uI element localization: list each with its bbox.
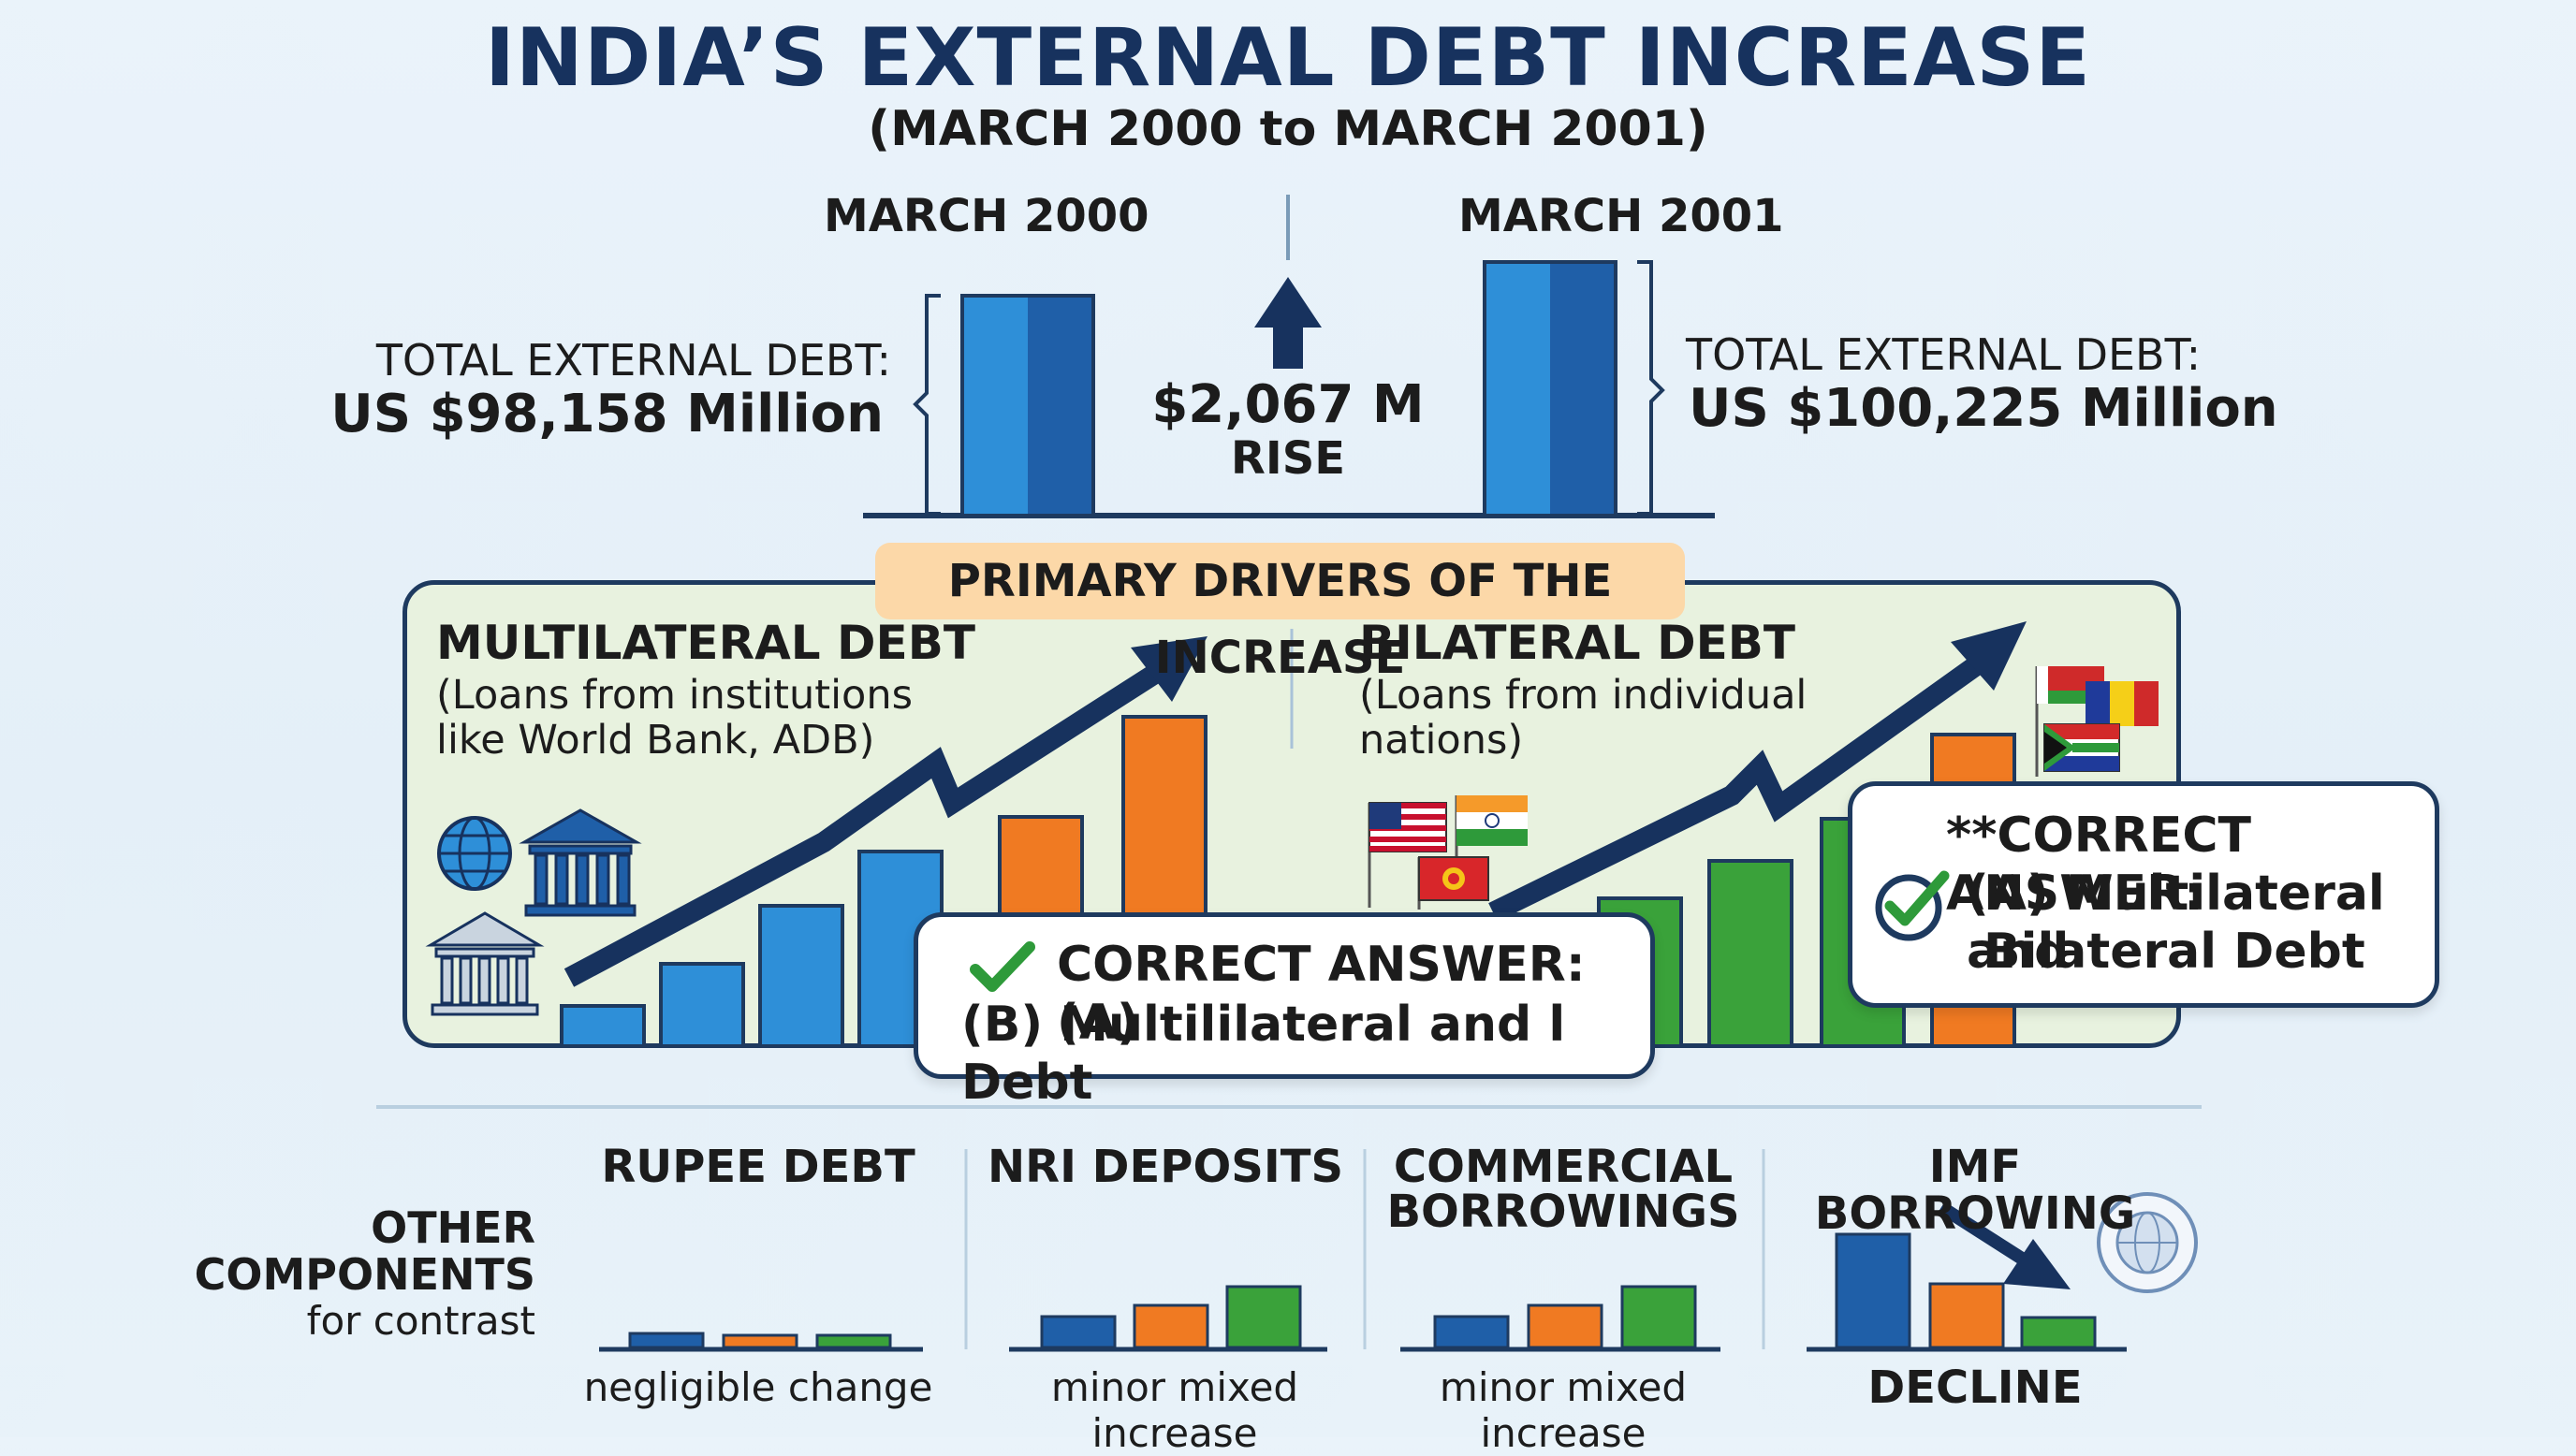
commercial-borrowings-heading-line1: COMMERCIAL [1393, 1141, 1734, 1193]
imf-bar [2020, 1316, 2097, 1349]
multilateral-bar [758, 904, 844, 1048]
commercial-borrowings-bars [1400, 1285, 1720, 1352]
drivers-banner: PRIMARY DRIVERS OF THE INCREASE [875, 543, 1685, 684]
rupee-bar [628, 1332, 705, 1349]
rupee-debt-heading: RUPEE DEBT [601, 1141, 915, 1193]
answer-card-left-line2: (B) Multililateral and l Debt [961, 997, 1566, 1111]
answer-card-right-line1: **CORRECT ANSWER: [1946, 808, 2251, 922]
rise-label: RISE [1230, 432, 1346, 485]
bank-building-icon [519, 808, 642, 917]
bilateral-heading: BILATERAL DEBT [1359, 616, 1795, 670]
right-total-value: US $100,225 Million [1689, 378, 2278, 439]
romania-flag-icon [2086, 681, 2159, 726]
answer-card-right: **CORRECT ANSWER: (A) Multilateral and B… [1848, 781, 2439, 1008]
bar-march-2001 [1483, 260, 1617, 517]
bank-building-icon [425, 911, 545, 1016]
bilateral-desc-line1: (Loans from individual [1359, 672, 1808, 719]
decline-arrow-icon [1938, 1201, 2071, 1289]
multilateral-desc-line2: like World Bank, ADB) [436, 717, 875, 764]
rupee-debt-bars [599, 1332, 923, 1352]
nri-deposits-bars [1009, 1285, 1327, 1352]
nri-deposits-caption: minor mixed increase [1050, 1364, 1299, 1456]
rise-amount: $2,067 M [1151, 374, 1425, 435]
nri-bar [1133, 1303, 1209, 1349]
multilateral-desc-line1: (Loans from institutions [436, 672, 913, 719]
usa-flag-icon [1368, 802, 1447, 908]
answer-card-right-line3: Bilateral Debt [1983, 924, 2365, 980]
bilateral-bar [1707, 859, 1793, 1048]
rupee-bar [722, 1333, 798, 1349]
other-label-line3: for contrast [306, 1298, 535, 1344]
trend-arrow-icon [564, 636, 1208, 987]
commercial-bar [1433, 1315, 1510, 1349]
commercial-bar [1527, 1303, 1603, 1349]
bar-march-2000 [960, 294, 1095, 517]
imf-borrowing-bars [1807, 1232, 2127, 1352]
right-total-label: TOTAL EXTERNAL DEBT: [1686, 329, 2202, 380]
multilateral-bar [659, 962, 745, 1048]
globe-icon [437, 816, 512, 891]
heading-march-2000: MARCH 2000 [824, 190, 1149, 242]
nri-bar [1040, 1315, 1117, 1349]
multilateral-heading: MULTILATERAL DEBT [436, 616, 975, 670]
answer-card-left: CORRECT ANSWER: (A) (B) Multililateral a… [914, 912, 1655, 1111]
check-icon [970, 941, 1035, 992]
south-africa-flag-icon [2043, 723, 2120, 772]
rupee-debt-caption: negligible change [583, 1364, 933, 1410]
nri-deposits-heading: NRI DEPOSITS [987, 1141, 1344, 1193]
nri-bar [1225, 1285, 1302, 1349]
rupee-bar [815, 1333, 892, 1349]
other-label-line2: COMPONENTS [194, 1249, 535, 1300]
right-brace [1637, 260, 1665, 516]
commercial-bar [1620, 1285, 1697, 1349]
imf-bar [1928, 1282, 2005, 1349]
answer-card-left-line1: CORRECT ANSWER: (A) [1057, 937, 1586, 1051]
trend-arrow-icon [1488, 621, 2027, 922]
imf-borrowing-heading: IMF BORROWING [1814, 1141, 2136, 1240]
commercial-borrowings-heading-line2: BORROWINGS [1386, 1186, 1740, 1238]
multilateral-bar [560, 1004, 646, 1048]
kyrgyzstan-flag-icon [1417, 856, 1489, 910]
other-label-line1: OTHER [371, 1202, 535, 1253]
page-title: INDIA’S EXTERNAL DEBT INCREASE [484, 11, 2092, 105]
left-brace [913, 294, 941, 516]
arrow-up-icon [1254, 277, 1322, 369]
check-icon [1875, 870, 1950, 941]
answer-card-right-line2: (A) Multilateral and [1967, 866, 2385, 980]
left-total-value: US $98,158 Million [330, 384, 884, 444]
imf-seal-icon [2097, 1192, 2198, 1293]
heading-march-2001: MARCH 2001 [1458, 190, 1784, 242]
left-total-label: TOTAL EXTERNAL DEBT: [375, 335, 891, 386]
commercial-borrowings-caption: minor mixed increase [1439, 1364, 1688, 1456]
imf-borrowing-caption: DECLINE [1867, 1361, 2083, 1414]
imf-bar [1835, 1232, 1911, 1349]
bilateral-desc-line2: nations) [1359, 717, 1524, 764]
page-subtitle: (MARCH 2000 to MARCH 2001) [868, 101, 1708, 157]
